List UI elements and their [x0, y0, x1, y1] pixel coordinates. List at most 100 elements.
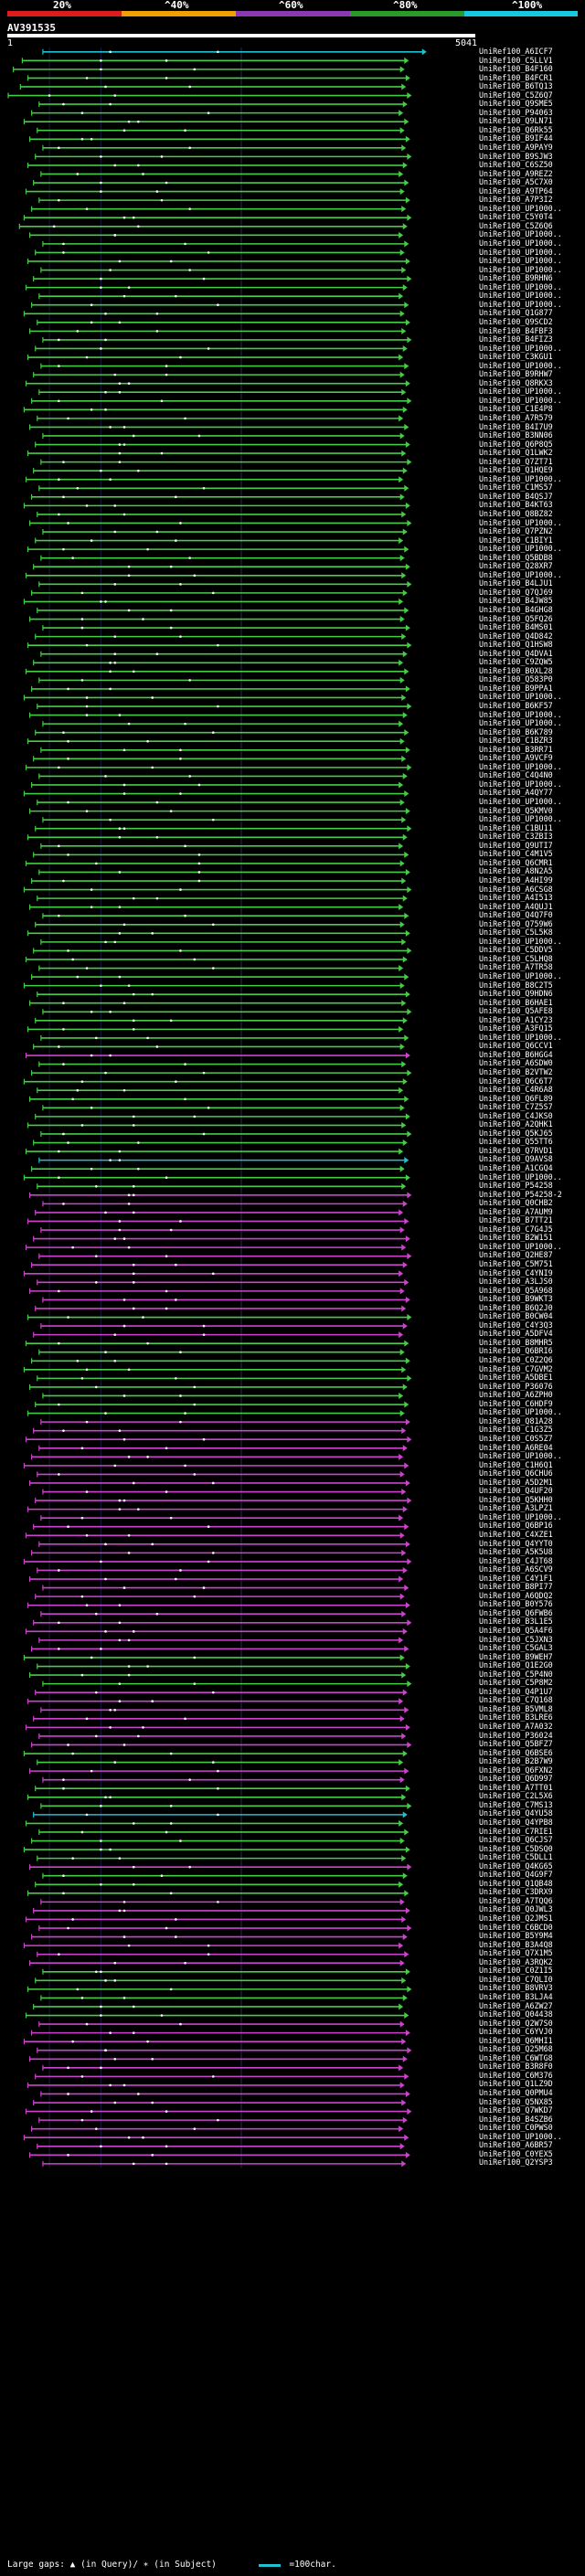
hit-label[interactable]: UniRef100_C4R6A8: [479, 1086, 553, 1095]
hit-label[interactable]: UniRef100_C7G4J5: [479, 1224, 553, 1234]
hit-label[interactable]: UniRef100_B4SZB6: [479, 2115, 553, 2124]
hit-label[interactable]: UniRef100_Q5BDB8: [479, 553, 553, 562]
hit-label[interactable]: UniRef100_A4I513: [479, 894, 553, 903]
hit-label[interactable]: UniRef100_A3LJS0: [479, 1277, 553, 1287]
hit-label[interactable]: UniRef100_B7TT21: [479, 1216, 553, 1225]
hit-label[interactable]: UniRef100_B6TQ13: [479, 82, 553, 91]
hit-label[interactable]: UniRef100_C5Y0T4: [479, 213, 553, 222]
hit-label[interactable]: UniRef100_B4FCR1: [479, 73, 553, 82]
hit-label[interactable]: UniRef100_Q6CCV1: [479, 1042, 553, 1051]
hit-label[interactable]: UniRef100_Q2YSP3: [479, 2158, 553, 2168]
hit-label[interactable]: UniRef100_C4M1V5: [479, 850, 553, 859]
hit-label[interactable]: UniRef100_B2W151: [479, 1234, 553, 1243]
hit-label[interactable]: UniRef100_Q6BRI6: [479, 1347, 553, 1356]
hit-label[interactable]: UniRef100_UP1000..: [479, 1033, 562, 1042]
hit-label[interactable]: UniRef100_Q25M68: [479, 2045, 553, 2054]
hit-label[interactable]: UniRef100_B2VTW2: [479, 1067, 553, 1076]
hit-label[interactable]: UniRef100_P94063: [479, 108, 553, 117]
hit-label[interactable]: UniRef100_C1E4P8: [479, 405, 553, 414]
hit-label[interactable]: UniRef100_A6SCV9: [479, 1565, 553, 1574]
hit-label[interactable]: UniRef100_Q4Q7F0: [479, 911, 553, 920]
hit-label[interactable]: UniRef100_B4F160: [479, 65, 553, 74]
hit-label[interactable]: UniRef100_Q6FL89: [479, 1094, 553, 1103]
hit-label[interactable]: UniRef100_A6QDQ2: [479, 1591, 553, 1600]
hit-label[interactable]: UniRef100_Q759W6: [479, 919, 553, 928]
hit-label[interactable]: UniRef100_C6HDF9: [479, 1399, 553, 1408]
hit-label[interactable]: UniRef100_UP1000..: [479, 265, 562, 274]
hit-label[interactable]: UniRef100_Q9AVS8: [479, 1155, 553, 1164]
hit-label[interactable]: UniRef100_B4LJU1: [479, 579, 553, 588]
hit-label[interactable]: UniRef100_C5GAL3: [479, 1644, 553, 1653]
hit-label[interactable]: UniRef100_Q1HSW8: [479, 641, 553, 650]
hit-label[interactable]: UniRef100_UP1000..: [479, 518, 562, 527]
hit-label[interactable]: UniRef100_C0PWS0: [479, 2124, 553, 2133]
hit-label[interactable]: UniRef100_Q6BSE6: [479, 1748, 553, 1757]
hit-label[interactable]: UniRef100_C4JKS0: [479, 1111, 553, 1120]
hit-label[interactable]: UniRef100_A4QY77: [479, 789, 553, 798]
hit-label[interactable]: UniRef100_Q2JMS1: [479, 1914, 553, 1924]
hit-label[interactable]: UniRef100_B6K789: [479, 727, 553, 737]
hit-label[interactable]: UniRef100_UP1000..: [479, 1452, 562, 1461]
hit-label[interactable]: UniRef100_C5L5K8: [479, 928, 553, 938]
hit-label[interactable]: UniRef100_Q6P8Q5: [479, 440, 553, 449]
hit-label[interactable]: UniRef100_C5LLV1: [479, 56, 553, 65]
hit-label[interactable]: UniRef100_A6BR57: [479, 2141, 553, 2150]
hit-label[interactable]: UniRef100_A6ZW27: [479, 2001, 553, 2010]
hit-label[interactable]: UniRef100_UP1000..: [479, 1408, 562, 1417]
hit-label[interactable]: UniRef100_UP1000..: [479, 344, 562, 353]
hit-label[interactable]: UniRef100_Q6MHI1: [479, 2036, 553, 2045]
hit-label[interactable]: UniRef100_C7GVM2: [479, 1364, 553, 1373]
hit-label[interactable]: UniRef100_A8N2A5: [479, 867, 553, 876]
hit-label[interactable]: UniRef100_C5JXN3: [479, 1635, 553, 1644]
hit-label[interactable]: UniRef100_Q1LZ9D: [479, 2080, 553, 2089]
hit-label[interactable]: UniRef100_C4Q4N0: [479, 771, 553, 780]
hit-label[interactable]: UniRef100_A7P3I2: [479, 196, 553, 205]
hit-label[interactable]: UniRef100_Q583P0: [479, 675, 553, 684]
hit-label[interactable]: UniRef100_UP1000..: [479, 387, 562, 397]
hit-label[interactable]: UniRef100_Q4D842: [479, 631, 553, 641]
hit-label[interactable]: UniRef100_C5Z6Q6: [479, 221, 553, 230]
hit-label[interactable]: UniRef100_C5P4N0: [479, 1670, 553, 1679]
hit-label[interactable]: UniRef100_A6ZPH0: [479, 1391, 553, 1400]
hit-label[interactable]: UniRef100_Q6Rk55: [479, 125, 553, 134]
hit-label[interactable]: UniRef100_B5Y9M4: [479, 1932, 553, 1941]
hit-label[interactable]: UniRef100_Q1G877: [479, 309, 553, 318]
hit-label[interactable]: UniRef100_Q5KJ65: [479, 1129, 553, 1138]
hit-label[interactable]: UniRef100_A9PAY9: [479, 143, 553, 153]
hit-label[interactable]: UniRef100_Q0JWL3: [479, 1905, 553, 1914]
hit-label[interactable]: UniRef100_C7QLI0: [479, 1975, 553, 1984]
hit-label[interactable]: UniRef100_C1BZR3: [479, 737, 553, 746]
hit-label[interactable]: UniRef100_Q04438: [479, 2010, 553, 2019]
hit-label[interactable]: UniRef100_Q5BFZ7: [479, 1740, 553, 1749]
hit-label[interactable]: UniRef100_B9PPA1: [479, 684, 553, 693]
hit-label[interactable]: UniRef100_Q1HQE9: [479, 466, 553, 475]
hit-label[interactable]: UniRef100_C1MS57: [479, 483, 553, 493]
hit-label[interactable]: UniRef100_C5LHQ8: [479, 954, 553, 963]
hit-label[interactable]: UniRef100_Q7RVD1: [479, 1146, 553, 1155]
hit-label[interactable]: UniRef100_UP1000..: [479, 396, 562, 405]
hit-label[interactable]: UniRef100_C9ZQW5: [479, 658, 553, 667]
hit-label[interactable]: UniRef100_C4Y1F1: [479, 1574, 553, 1583]
hit-label[interactable]: UniRef100_Q4UF20: [479, 1487, 553, 1496]
hit-label[interactable]: UniRef100_A4HI99: [479, 875, 553, 885]
hit-label[interactable]: UniRef100_UP1000..: [479, 693, 562, 702]
hit-label[interactable]: UniRef100_UP1000..: [479, 2132, 562, 2141]
hit-label[interactable]: UniRef100_B3RR71: [479, 745, 553, 754]
hit-label[interactable]: UniRef100_C0YEX5: [479, 2149, 553, 2158]
hit-label[interactable]: UniRef100_A7TR58: [479, 963, 553, 972]
hit-label[interactable]: UniRef100_B4FIZ3: [479, 335, 553, 345]
hit-label[interactable]: UniRef100_B3LRE6: [479, 1713, 553, 1723]
hit-label[interactable]: UniRef100_C5Z6Q7: [479, 90, 553, 100]
hit-label[interactable]: UniRef100_A2QHK1: [479, 1120, 553, 1129]
hit-label[interactable]: UniRef100_UP1000..: [479, 710, 562, 719]
hit-label[interactable]: UniRef100_C4JT68: [479, 1556, 553, 1565]
hit-label[interactable]: UniRef100_A5DFV4: [479, 1330, 553, 1339]
hit-label[interactable]: UniRef100_B8VRV3: [479, 1984, 553, 1993]
hit-label[interactable]: UniRef100_A3LPZ1: [479, 1504, 553, 1513]
hit-label[interactable]: UniRef100_UP1000..: [479, 1242, 562, 1251]
hit-label[interactable]: UniRef100_B3R8F0: [479, 2062, 553, 2072]
hit-label[interactable]: UniRef100_A6ICF7: [479, 48, 553, 56]
hit-label[interactable]: UniRef100_Q6CJS7: [479, 1836, 553, 1845]
hit-label[interactable]: UniRef100_UP1000..: [479, 798, 562, 807]
hit-label[interactable]: UniRef100_C0S5Z7: [479, 1434, 553, 1443]
